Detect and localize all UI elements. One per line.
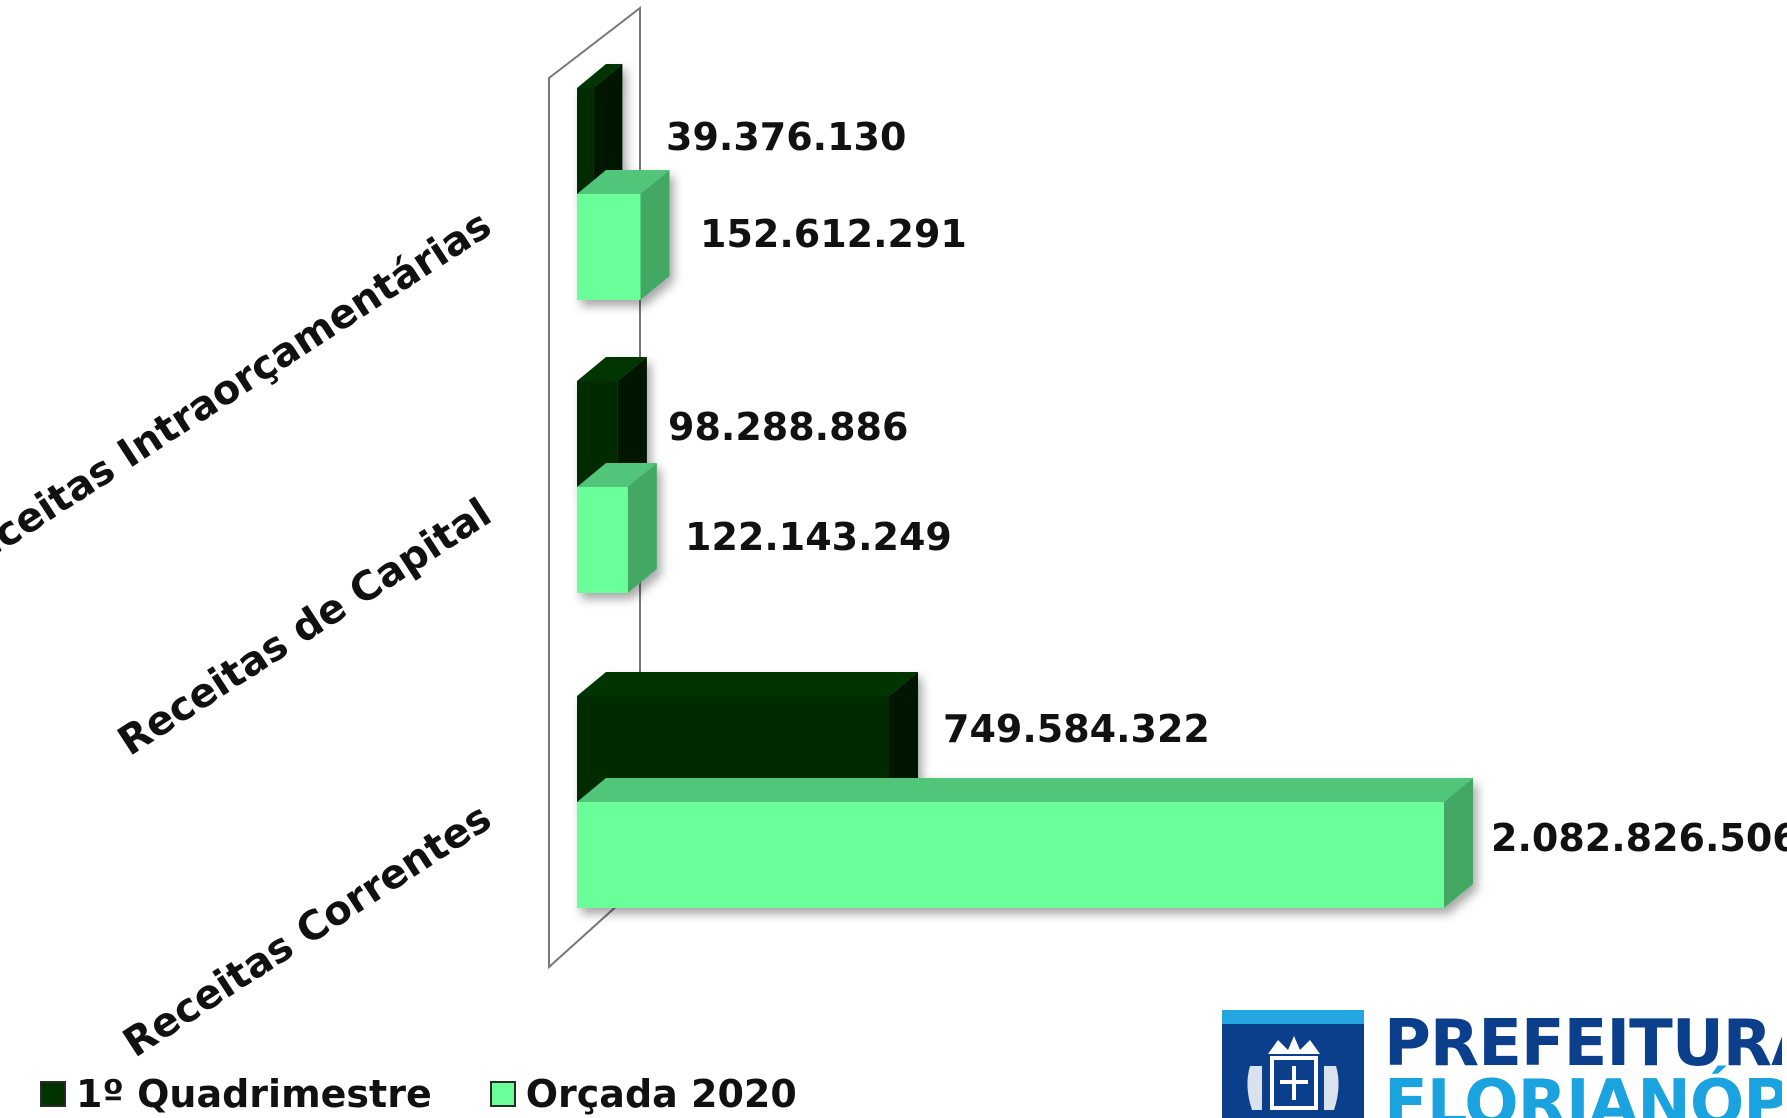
bar-orcada-1 [577, 463, 657, 593]
bar-orcada-0 [577, 778, 1473, 908]
bar-quadrimestre-2 [577, 64, 623, 194]
value-label-quadrimestre-0: 749.584.322 [943, 707, 1210, 751]
legend-swatch-quadrimestre [40, 1081, 66, 1107]
city-emblem-icon [1222, 1010, 1364, 1118]
value-label-orcada-0: 2.082.826.506 [1491, 816, 1787, 860]
value-label-quadrimestre-1: 98.288.886 [668, 405, 908, 449]
legend-label-quadrimestre: 1º Quadrimestre [76, 1072, 432, 1116]
value-label-orcada-2: 152.612.291 [700, 212, 967, 256]
logo-line1: PREFEITURA [1384, 1010, 1782, 1081]
legend-swatch-orcada [489, 1081, 516, 1107]
legend-item-quadrimestre: 1º Quadrimestre [40, 1072, 432, 1116]
category-label-0: Receitas Correntes [115, 795, 499, 1067]
category-label-1: Receitas de Capital [110, 490, 499, 765]
legend-label-orcada: Orçada 2020 [525, 1072, 797, 1116]
legend: 1º Quadrimestre Orçada 2020 [40, 1072, 797, 1116]
legend-item-orcada: Orçada 2020 [489, 1072, 797, 1116]
value-label-orcada-1: 122.143.249 [685, 515, 952, 559]
logo-line2: FLORIANÓPO [1384, 1067, 1782, 1118]
bar-quadrimestre-1 [577, 357, 647, 487]
prefeitura-logo: PREFEITURA FLORIANÓPO [1222, 1010, 1782, 1118]
value-label-quadrimestre-2: 39.376.130 [666, 115, 906, 159]
bar-orcada-2 [577, 170, 670, 300]
